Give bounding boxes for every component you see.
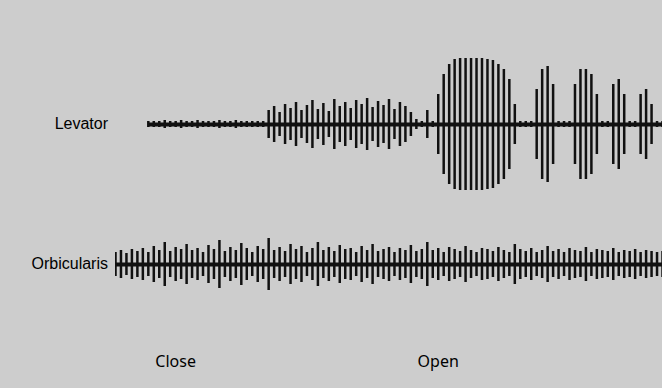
html-text:Levator: Levator <box>54 115 108 132</box>
svg-text:Close: Close <box>155 350 196 372</box>
html-text:Orbicularis: Orbicularis <box>31 255 108 272</box>
svg-text:Open: Open <box>418 350 459 372</box>
